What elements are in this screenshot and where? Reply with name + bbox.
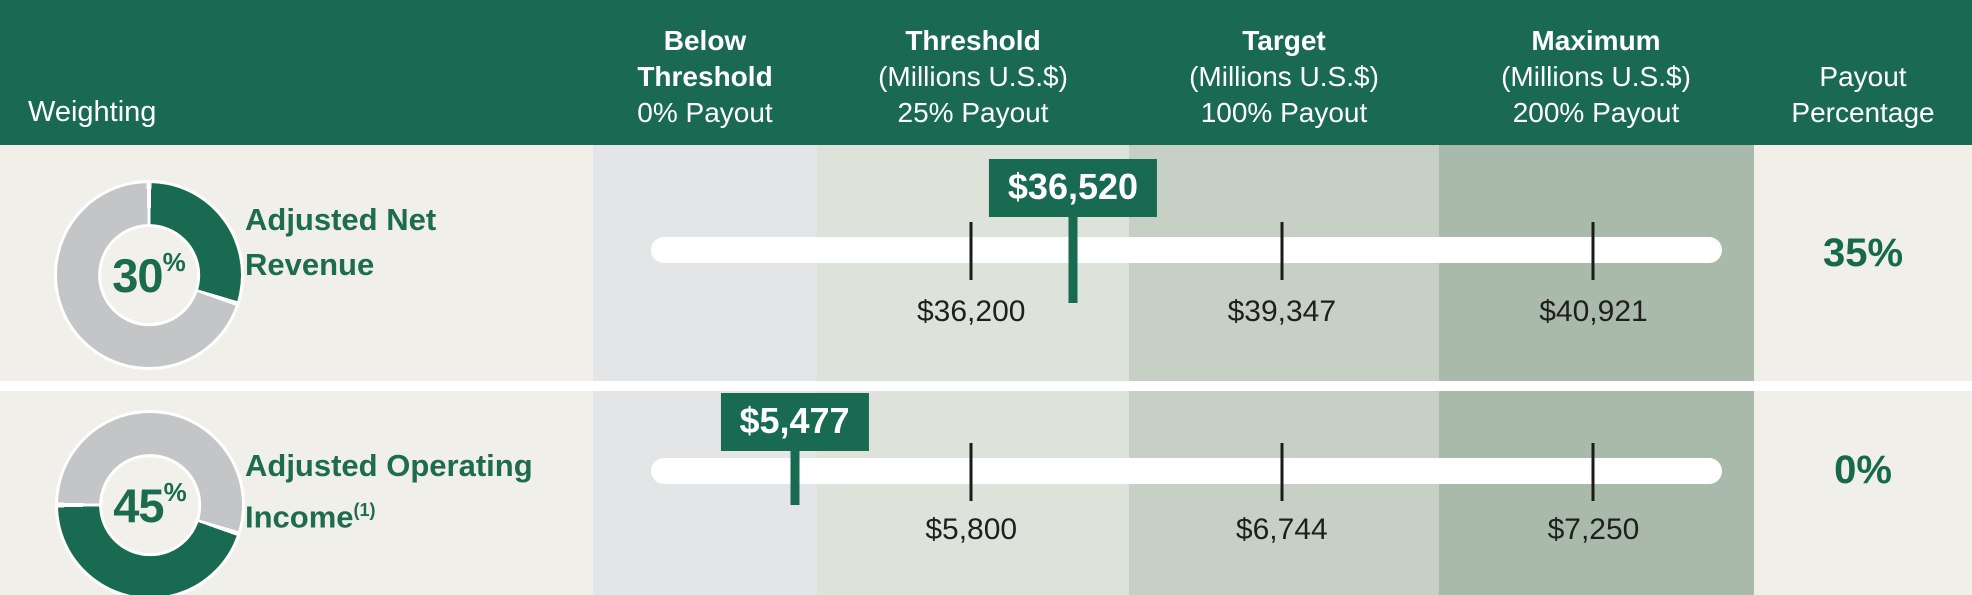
weighting-donut-chart: 30%: [57, 183, 241, 367]
header-line: Percentage: [1791, 97, 1935, 128]
metric-row-adjusted-net-revenue: 30% Adjusted Net Revenue $36,520 $36,200…: [0, 145, 1972, 381]
header-payout-percentage: Payout Percentage: [1703, 59, 1972, 131]
header-line: Threshold: [905, 25, 1041, 56]
target-tick: [1280, 443, 1284, 501]
header-line: 25% Payout: [897, 97, 1049, 128]
weighting-donut-chart: 45%: [58, 413, 242, 595]
header-line: (Millions U.S.$): [878, 61, 1068, 92]
header-target: Target (Millions U.S.$) 100% Payout: [1124, 23, 1444, 131]
payout-percentage-value: 35%: [1822, 231, 1904, 275]
maximum-tick-label: $40,921: [1539, 295, 1648, 328]
metric-name-line2: Revenue: [245, 247, 375, 282]
metric-name: Adjusted Operating Income(1): [245, 443, 533, 539]
actual-value-marker-stem: [1068, 185, 1078, 303]
band-target: [1129, 145, 1439, 595]
header-line: (Millions U.S.$): [1189, 61, 1379, 92]
header-line: Target: [1242, 25, 1326, 56]
scale-bar: [651, 458, 1722, 484]
maximum-tick-label: $7,250: [1547, 513, 1640, 546]
weighting-number: 30: [112, 248, 163, 302]
maximum-tick: [1591, 222, 1595, 280]
target-tick: [1280, 222, 1284, 280]
header-line: Maximum: [1531, 25, 1661, 56]
actual-value-marker-stem: [790, 421, 799, 505]
band-below-threshold: [593, 145, 817, 595]
metric-row-adjusted-operating-income: 45% Adjusted Operating Income(1) $5,477 …: [0, 391, 1972, 595]
row-separator: [0, 381, 1972, 391]
header-below-threshold: Below Threshold 0% Payout: [545, 23, 865, 131]
table-header: Weighting Below Threshold 0% Payout Thre…: [0, 0, 1972, 145]
weighting-header: Weighting: [28, 96, 157, 128]
header-maximum: Maximum (Millions U.S.$) 200% Payout: [1436, 23, 1756, 131]
threshold-tick-label: $5,800: [925, 513, 1018, 546]
threshold-tick: [969, 222, 973, 280]
band-maximum: [1439, 145, 1754, 595]
header-line: (Millions U.S.$): [1501, 61, 1691, 92]
header-threshold: Threshold (Millions U.S.$) 25% Payout: [813, 23, 1133, 131]
header-line: Threshold: [637, 61, 773, 92]
metric-name-line1: Adjusted Operating: [245, 448, 533, 483]
metric-footnote: (1): [353, 500, 376, 520]
weighting-value: 30%: [57, 183, 241, 367]
metric-name-line2: Income: [245, 499, 354, 535]
header-line: Payout: [1819, 61, 1907, 92]
threshold-tick: [969, 443, 973, 501]
scale-bar: [651, 237, 1722, 263]
actual-value-flag: $5,477: [720, 393, 869, 451]
weighting-percent-sign: %: [163, 476, 187, 507]
header-line: 0% Payout: [637, 97, 773, 128]
payout-percentage-value: 0%: [1834, 448, 1892, 492]
target-tick-label: $6,744: [1235, 513, 1328, 546]
metric-name-line1: Adjusted Net: [245, 202, 437, 237]
weighting-number: 45: [113, 478, 164, 532]
threshold-tick-label: $36,200: [916, 295, 1026, 328]
maximum-tick: [1591, 443, 1595, 501]
header-line: 100% Payout: [1200, 97, 1368, 128]
actual-value-flag: $36,520: [988, 159, 1158, 217]
header-line: 200% Payout: [1512, 97, 1680, 128]
metric-name: Adjusted Net Revenue: [245, 197, 436, 287]
header-line: Below: [663, 25, 747, 56]
target-tick-label: $39,347: [1227, 295, 1337, 328]
weighting-value: 45%: [58, 413, 242, 595]
weighting-percent-sign: %: [162, 246, 186, 277]
